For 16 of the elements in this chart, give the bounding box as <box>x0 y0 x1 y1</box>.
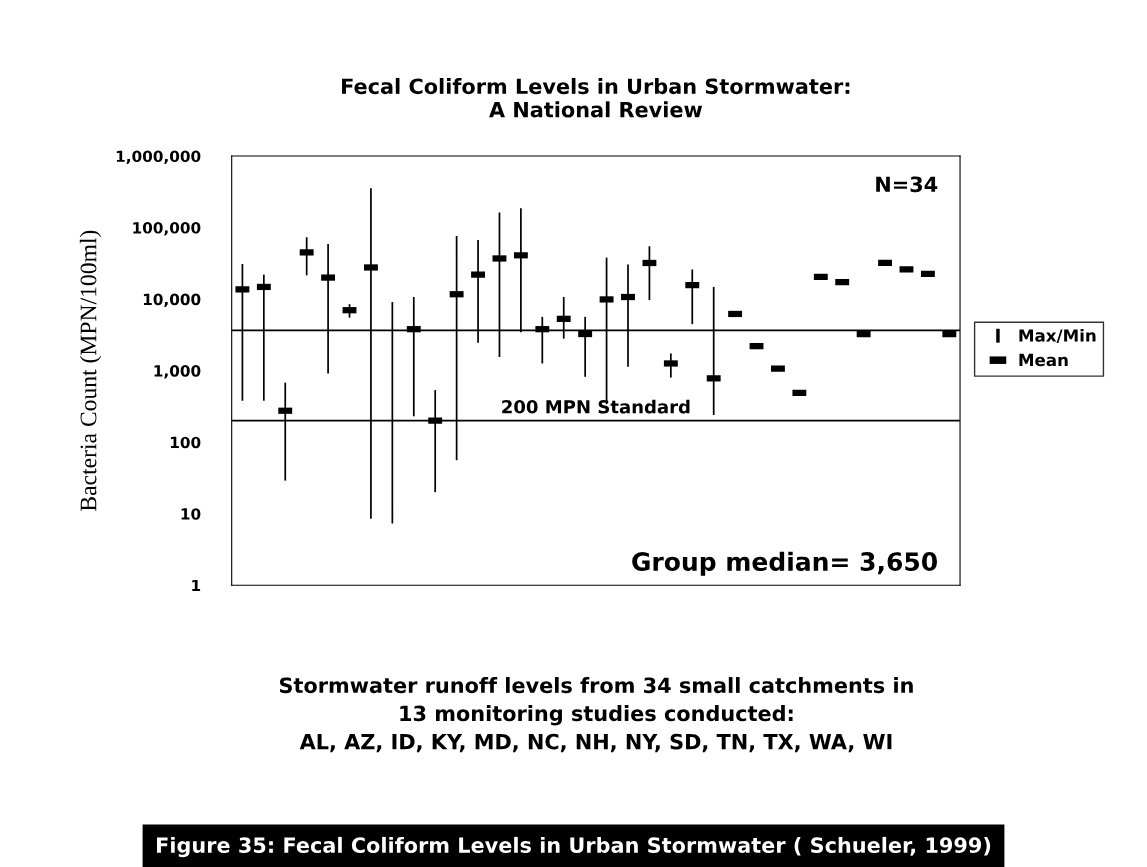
text: Stormwater runoff levels from 34 small catchments in 13 monitoring studies conducted: AL, AZ, ID, KY, MD, NC, NH, NY, SD, TN, TX, WA, WI <box>279 677 913 753</box>
ref-line-label: 200 MPN Standard <box>502 399 690 414</box>
y-tick-label: 1,000,000 <box>116 150 201 165</box>
caption: Figure 35: Fecal Coliform Levels in Urban Stormwater ( Schueler, 1999) <box>157 836 991 858</box>
y-axis-title: Bacteria Count (MPN/100ml) <box>79 230 102 511</box>
y-tick-label: 1,000 <box>154 365 201 379</box>
y-tick-label: 1 <box>192 579 201 592</box>
y-tick-label: 100,000 <box>133 222 201 236</box>
y-tick-label: 100 <box>170 436 201 449</box>
chart-title: Fecal Coliform Levels in Urban Stormwater: A National Review <box>342 78 850 118</box>
y-tick-label: 10 <box>181 508 201 520</box>
annotation: Group median= 3,650 <box>632 551 937 576</box>
y-tick-label: 10,000 <box>143 293 201 308</box>
annotation: N=34 <box>876 176 938 193</box>
legend-label: Mean <box>1019 353 1068 367</box>
legend-label: Max/Min <box>1019 328 1096 344</box>
